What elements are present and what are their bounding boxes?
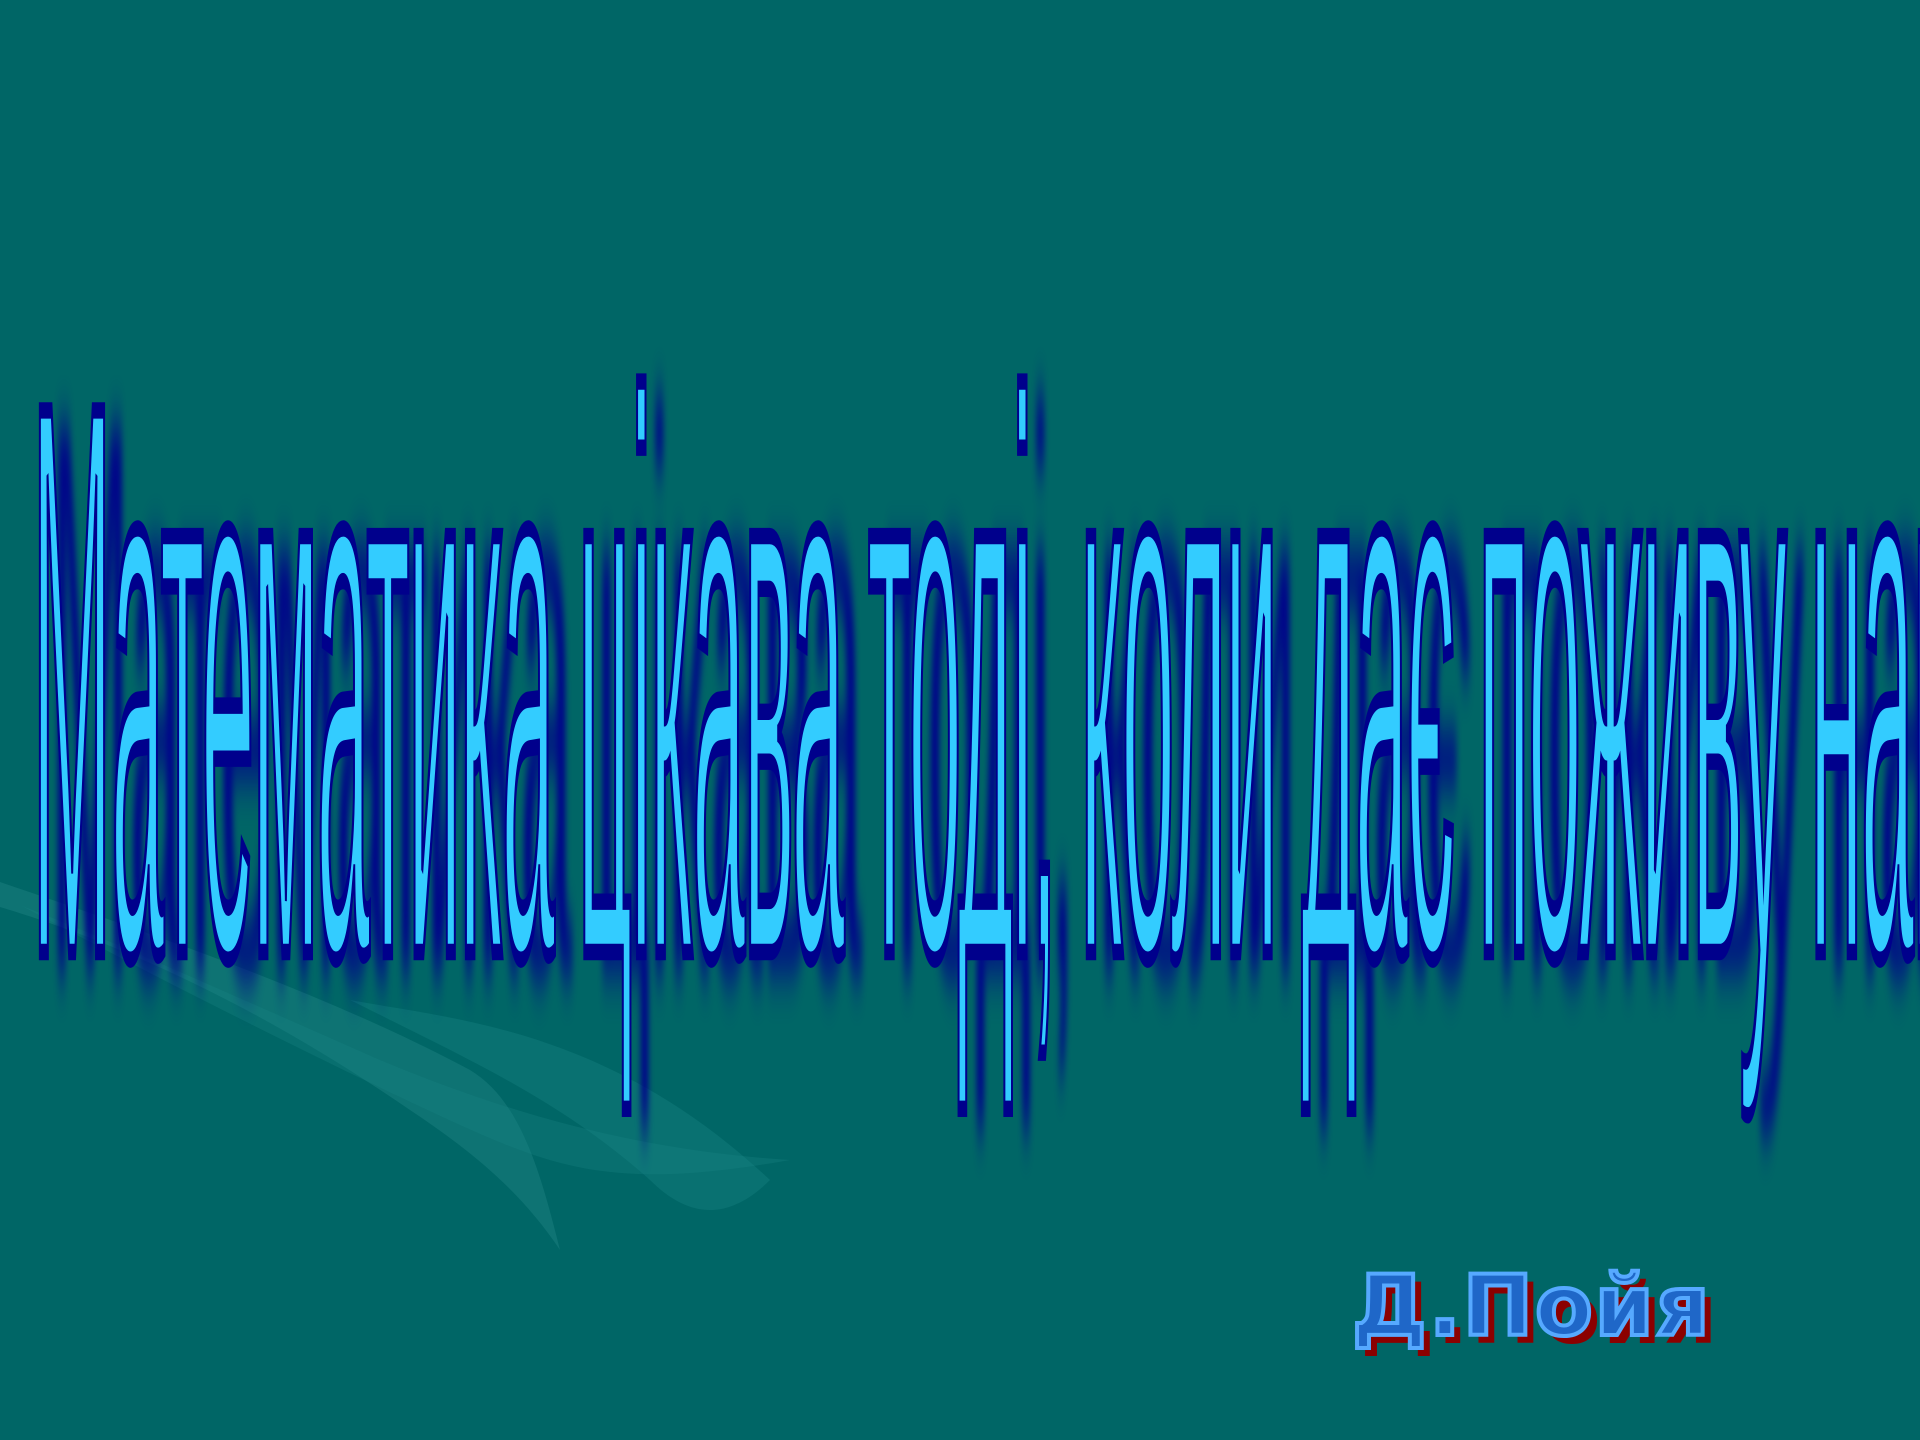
quote-text: Математика цікава тоді, коли дає поживу …	[31, 246, 1920, 1125]
author-shadow: Д.Пойя	[1360, 1265, 1720, 1363]
author-block: Д.Пойя Д.Пойя	[1350, 1257, 1772, 1363]
quote-block: Математика цікава тоді, коли дає поживу …	[31, 246, 1920, 1125]
author-name: Д.Пойя	[1350, 1257, 1712, 1355]
quote-shadow: Математика цікава тоді, коли дає поживу …	[50, 264, 1920, 1143]
